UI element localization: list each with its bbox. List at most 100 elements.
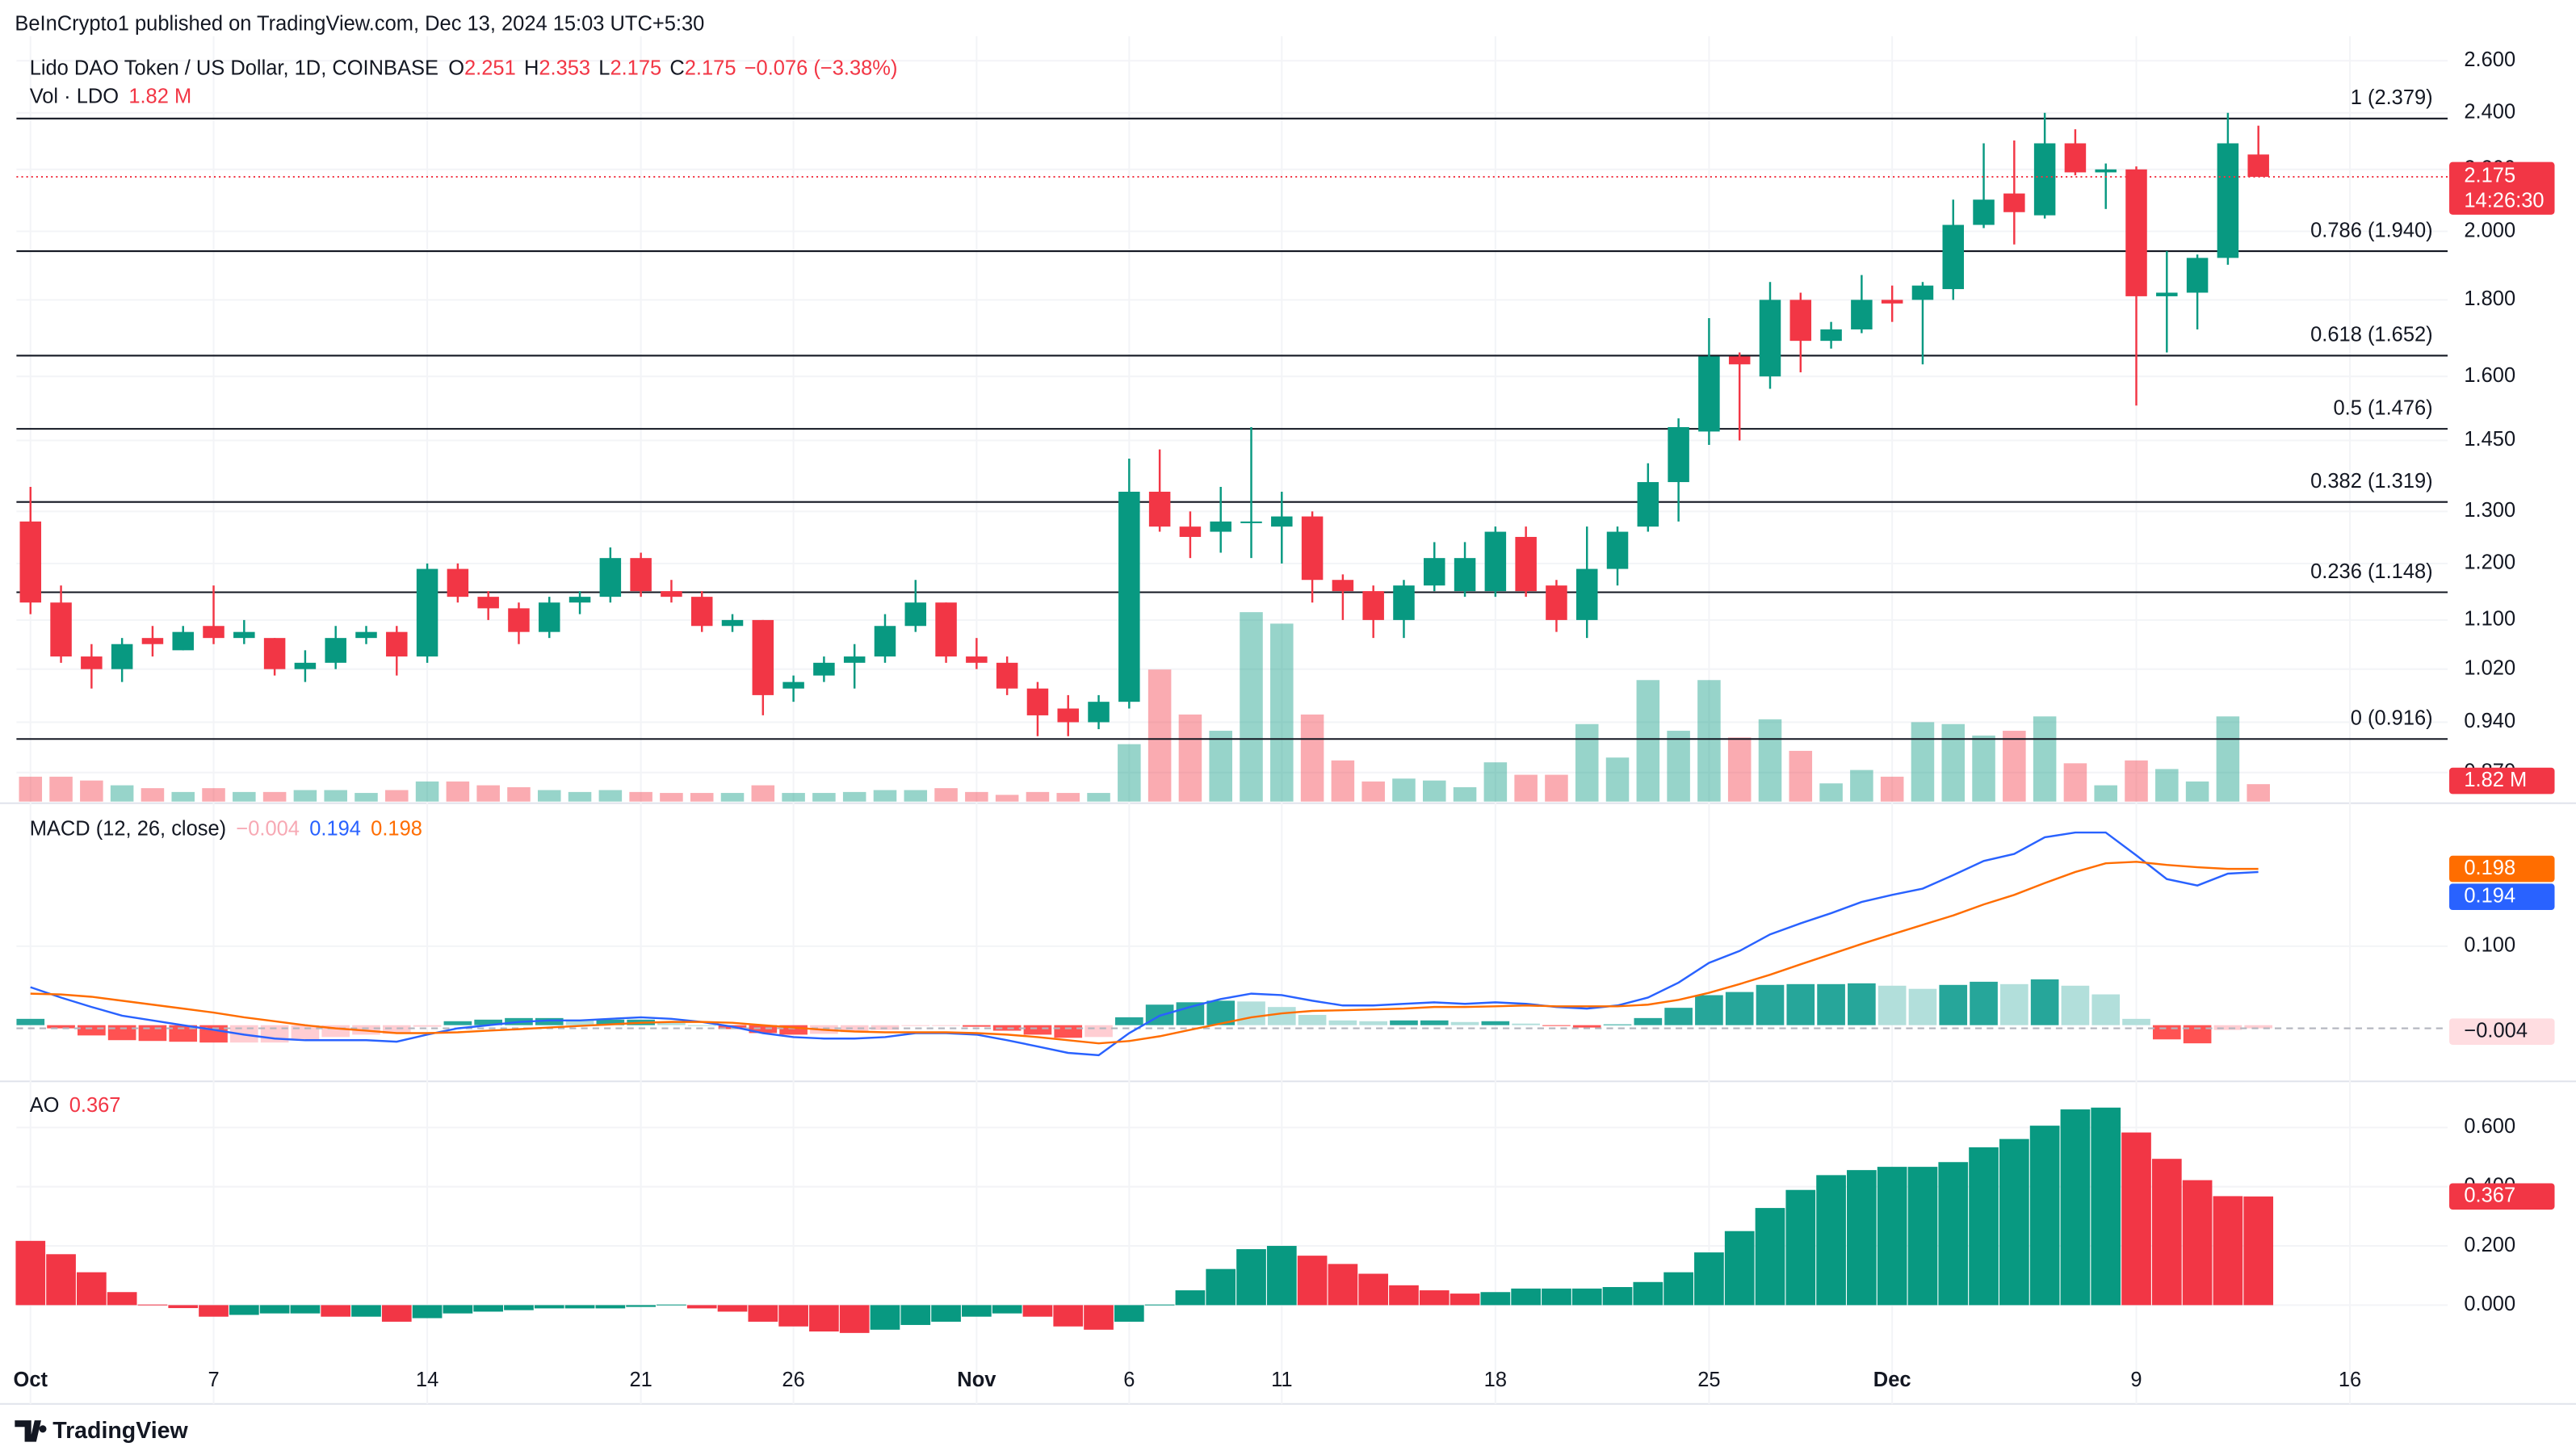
macd-histogram-bar <box>1786 983 1815 1025</box>
volume-bar <box>1392 778 1416 802</box>
volume-bar <box>782 793 805 802</box>
ao-bar <box>77 1272 107 1306</box>
candle-body <box>1668 426 1689 483</box>
macd-histogram-bar <box>47 1025 75 1029</box>
candle-body <box>599 558 622 598</box>
macd-histogram-bar <box>474 1019 502 1025</box>
ao-bar <box>351 1305 381 1317</box>
candle-body <box>2125 169 2147 296</box>
volume-bar <box>629 791 652 802</box>
candle-body <box>661 591 682 598</box>
volume-bar <box>1118 744 1141 802</box>
ao-bar <box>931 1305 961 1322</box>
volume-bar <box>2155 769 2179 802</box>
candle-body <box>1515 536 1537 592</box>
candle-body <box>1210 521 1231 532</box>
candle-body <box>2217 143 2239 258</box>
volume-bar <box>1422 780 1446 802</box>
ao-bar <box>686 1305 717 1309</box>
ao-bar <box>1847 1170 1877 1306</box>
candle-body <box>1240 521 1262 523</box>
volume-bar <box>1697 680 1721 802</box>
candle-body <box>1301 516 1324 581</box>
candle-body <box>568 597 591 603</box>
volume-bar <box>995 795 1019 802</box>
macd-legend-signal: 0.198 <box>371 817 422 840</box>
volume-bar <box>1880 776 1904 802</box>
volume-bar <box>385 790 409 802</box>
ao-bar <box>443 1305 473 1314</box>
ao-bar <box>1450 1294 1480 1306</box>
macd-histogram-bar <box>1267 1007 1296 1025</box>
candle-body <box>1484 531 1507 592</box>
ao-bar <box>1053 1305 1084 1327</box>
ao-bar <box>1328 1264 1358 1306</box>
volume-bar <box>233 791 256 802</box>
candle-body <box>966 656 988 663</box>
candle-body <box>2003 193 2025 212</box>
y-tick-label: 0.100 <box>2464 934 2515 957</box>
fib-label: 0.618 (1.652) <box>2310 324 2433 346</box>
ao-bar <box>809 1305 839 1332</box>
macd-histogram-bar <box>2244 1025 2273 1029</box>
volume-bar <box>1545 774 1568 802</box>
macd-histogram-bar <box>1054 1025 1083 1038</box>
ao-bar <box>473 1305 504 1312</box>
ao-bar <box>1907 1167 1938 1306</box>
volume-bar <box>1483 762 1508 802</box>
ao-bar <box>1419 1290 1450 1306</box>
volume-bar <box>202 788 225 802</box>
candle-body <box>1179 526 1202 537</box>
macd-histogram-bar <box>1542 1025 1571 1026</box>
ao-bar <box>962 1305 992 1317</box>
volume-bar <box>1972 735 1995 802</box>
ao-bar <box>290 1305 321 1314</box>
macd-histogram-bar <box>2122 1018 2150 1025</box>
candle-body <box>386 631 408 657</box>
macd-histogram-bar <box>2000 983 2028 1025</box>
volume-bar <box>2094 785 2117 802</box>
ao-bar <box>778 1305 808 1327</box>
ao-bar <box>2243 1196 2274 1306</box>
volume-bar <box>1056 793 1080 802</box>
macd-histogram-bar <box>1634 1017 1663 1025</box>
candle-body <box>904 602 927 627</box>
y-tick-label: 1.200 <box>2464 551 2515 574</box>
ao-bar <box>1663 1272 1693 1306</box>
volume-bar <box>660 793 683 802</box>
x-tick-label: 14 <box>416 1369 438 1391</box>
ao-bar <box>1389 1285 1419 1306</box>
macd-histogram-bar <box>1176 1002 1205 1025</box>
ao-bar <box>900 1305 931 1325</box>
ao-bar <box>1969 1147 1999 1306</box>
ao-bar <box>1724 1231 1755 1306</box>
volume-bar <box>141 788 165 802</box>
legend-ohlc-key: C <box>669 57 684 79</box>
macd-line-last: 0.194 <box>2464 884 2515 907</box>
candle-body <box>1057 708 1079 723</box>
macd-histogram-bar <box>687 1025 716 1026</box>
macd-histogram-bar <box>138 1025 167 1042</box>
candle-body <box>2033 143 2056 216</box>
volume-bar <box>568 791 592 802</box>
macd-histogram-bar <box>2091 994 2121 1025</box>
legend-change: −0.076 (−3.38%) <box>745 57 898 79</box>
ao-bar <box>15 1240 46 1306</box>
candle-body <box>1362 591 1384 620</box>
logo-icon <box>15 1420 47 1442</box>
candle-body <box>81 656 103 669</box>
macd-histogram-bar <box>413 1025 442 1027</box>
ao-bar <box>321 1305 351 1317</box>
volume-bar <box>1209 731 1232 802</box>
candle-body <box>447 568 469 598</box>
candle-body <box>935 602 957 657</box>
x-tick-label: 26 <box>782 1369 804 1391</box>
logo-text: TradingView <box>52 1418 188 1444</box>
volume-bar <box>690 793 714 802</box>
fib-label: 0.5 (1.476) <box>2333 396 2432 419</box>
volume-bar <box>1727 737 1752 802</box>
macd-histogram-bar <box>1877 985 1907 1025</box>
last-price: 2.175 <box>2464 165 2515 187</box>
volume-bar <box>1636 680 1660 802</box>
ao-bar <box>1358 1273 1389 1306</box>
